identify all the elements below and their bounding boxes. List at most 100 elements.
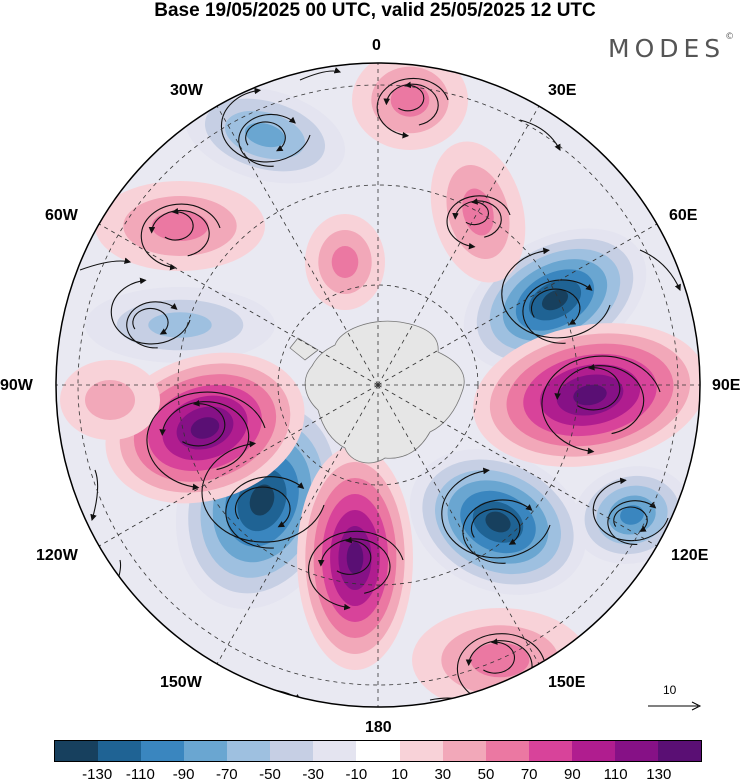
high-anomaly-90e [473, 323, 700, 467]
anomaly-contour-band [390, 83, 430, 117]
cyclonic-streamline [234, 486, 291, 528]
anomaly-contour-band [151, 211, 209, 241]
colorbar-segment [227, 741, 271, 761]
anomaly-contour-band [190, 417, 220, 439]
meridian-line [216, 105, 379, 386]
colorbar-tick-label: -50 [259, 766, 281, 783]
meridian-line [216, 384, 379, 665]
colorbar-tick-label: 90 [564, 766, 581, 783]
colorbar-segment [55, 741, 99, 761]
anomaly-contour-band [331, 246, 359, 278]
lon-label-30w: 30W [170, 82, 203, 99]
anticyclonic-streamline [164, 208, 194, 241]
high-anomaly-110w [60, 360, 160, 440]
lon-label-180: 180 [365, 719, 392, 736]
vector-scale-label: 10 [663, 683, 677, 697]
anticyclonic-streamline [541, 355, 661, 455]
anomaly-contour-band [541, 289, 569, 311]
high-anomaly-40e [430, 141, 526, 283]
anticyclonic-streamline [452, 200, 502, 238]
colorbar-segment [614, 741, 658, 761]
anticyclonic-streamline [140, 203, 221, 271]
modes-logo: MODES© [608, 32, 735, 63]
cyclonic-streamline [501, 247, 611, 339]
anomaly-contour-band [485, 511, 511, 533]
cyclonic-streamline [607, 500, 657, 545]
colorbar-segment [528, 741, 572, 761]
colorbar-segment [356, 741, 400, 761]
anticyclonic-streamline [398, 81, 425, 112]
colorbar-segment [442, 741, 486, 761]
colorbar-tick-label: -10 [345, 766, 368, 783]
colorbar-segment [485, 741, 529, 761]
lon-label-150w: 150W [160, 674, 202, 691]
high-anomaly-160e [412, 608, 588, 707]
anomaly-contour-band [573, 384, 607, 406]
chart-title: Base 19/05/2025 00 UTC, valid 25/05/2025… [154, 0, 596, 21]
anomaly-contour-band [620, 505, 644, 525]
colorbar-tick-label: 30 [434, 766, 452, 783]
low-anomaly-80w [85, 287, 275, 363]
lon-label-120e: 120E [671, 547, 709, 564]
high-anomaly-165w [297, 446, 413, 670]
colorbar-tick-label: 50 [477, 766, 495, 783]
colorbar-segment [141, 741, 185, 761]
colorbar-segment [313, 741, 357, 761]
anticyclonic-streamline [577, 363, 621, 411]
anticyclonic-streamline [317, 538, 391, 594]
cyclonic-streamline [220, 87, 311, 163]
colorbar-tick-label: -70 [215, 766, 238, 783]
flow-streamline [519, 119, 561, 151]
flow-streamline [299, 67, 342, 81]
cyclonic-streamline [126, 301, 178, 349]
meridian-line [377, 223, 658, 386]
flow-streamline [639, 249, 681, 292]
anticyclonic-streamline [148, 209, 210, 257]
anticyclonic-streamline [336, 536, 372, 575]
lon-label-0: 0 [372, 37, 381, 54]
meridian-line [377, 384, 540, 665]
colorbar-tick-label: 130 [646, 766, 672, 783]
anticyclonic-streamline [376, 77, 449, 139]
anomaly-contour-band [85, 380, 135, 420]
flow-streamline [629, 599, 661, 641]
lon-label-120w: 120W [36, 547, 78, 564]
meridian-line [98, 384, 379, 547]
anticyclonic-streamline [383, 83, 439, 126]
cyclonic-streamline [592, 477, 669, 542]
lon-label-90e: 90E [712, 377, 741, 394]
colorbar-tick-label: -30 [302, 766, 325, 783]
colorbar-segment [657, 741, 701, 761]
anticyclonic-streamline [465, 198, 490, 226]
colorbar-segment [98, 741, 142, 761]
colorbar-tick-label: -130 [82, 766, 113, 783]
graticule [56, 63, 700, 707]
antarctica-coastline [289, 320, 465, 464]
colorbar-segment [571, 741, 615, 761]
anomaly-field [60, 63, 700, 707]
flow-streamline [79, 257, 132, 271]
colorbar-tick-label: 110 [603, 766, 628, 783]
antarctica-landmass [289, 320, 465, 464]
lon-label-60e: 60E [669, 207, 698, 224]
cyclonic-streamline [441, 467, 551, 559]
meridian-line [377, 105, 540, 386]
high-anomaly-20w [305, 214, 385, 310]
cyclonic-streamline [132, 307, 169, 335]
colorbar-tick-label: -90 [172, 766, 195, 783]
meridian-line [377, 384, 658, 547]
anticyclonic-streamline [483, 638, 516, 674]
anticyclonic-streamline [159, 401, 250, 471]
cyclonic-streamline [470, 508, 521, 545]
anticyclonic-streamline [554, 365, 645, 435]
lon-label-90w: 90W [0, 377, 33, 394]
cyclonic-streamline [245, 121, 286, 152]
cyclonic-streamline [110, 277, 191, 345]
colorbar-segment [270, 741, 314, 761]
cyclonic-streamline [238, 113, 296, 167]
colorbar-tick-label: -110 [125, 766, 155, 783]
anticyclonic-streamline [446, 195, 511, 250]
high-anomaly-60w [95, 181, 265, 271]
colorbar-segment [184, 741, 228, 761]
colorbar-tick-labels: -130 -110 -90 -70 -50 -30 -10 10 30 50 70 90 110 130 [0, 766, 750, 784]
